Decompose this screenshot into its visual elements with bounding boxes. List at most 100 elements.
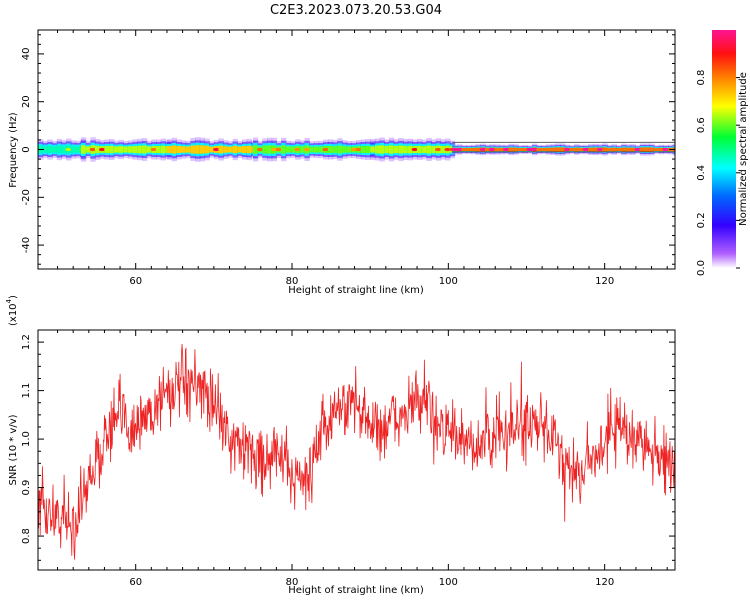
spectral-cell bbox=[616, 147, 622, 152]
spectral-cell bbox=[290, 146, 296, 153]
spectral-cell bbox=[485, 147, 491, 152]
spectral-cell bbox=[621, 147, 627, 152]
spectral-peak bbox=[150, 147, 157, 152]
spec-y-tick-label: -40 bbox=[21, 237, 32, 253]
spectral-cell bbox=[123, 146, 129, 153]
spec-y-tick-label: 40 bbox=[21, 48, 32, 61]
colorbar-tick-label: 0.0 bbox=[696, 260, 707, 276]
spectral-cell bbox=[337, 145, 343, 154]
spectral-cell bbox=[241, 145, 248, 154]
colorbar-ticks: 0.0 0.2 0.4 0.6 0.8 bbox=[696, 70, 740, 276]
snr-y-tick-label: 1.1 bbox=[21, 383, 32, 399]
spectral-cell bbox=[132, 145, 138, 154]
spectral-cell bbox=[607, 147, 613, 152]
snr-y-tick-label: 1.0 bbox=[21, 431, 32, 447]
spectral-cell bbox=[388, 145, 395, 154]
spectral-cell bbox=[611, 147, 617, 152]
spectral-cell bbox=[550, 147, 557, 152]
figure-title: C2E3.2023.073.20.53.G04 bbox=[270, 3, 442, 18]
spectral-cell bbox=[403, 145, 409, 154]
spectral-cell bbox=[384, 145, 390, 154]
spectral-cell bbox=[160, 145, 166, 154]
colorbar-label: Normalized spectral amplitude bbox=[738, 72, 749, 226]
spectral-cell bbox=[118, 146, 124, 153]
spectral-peak bbox=[479, 147, 486, 152]
spectral-peak bbox=[526, 147, 533, 152]
spectral-cell bbox=[104, 145, 110, 154]
spectral-cell bbox=[56, 145, 63, 154]
spectral-cell bbox=[546, 147, 552, 152]
snr-multiplier-base: (x10 bbox=[8, 303, 19, 326]
spectral-cell bbox=[398, 145, 404, 154]
spectral-peak bbox=[275, 147, 282, 152]
spectral-cell bbox=[592, 147, 599, 152]
spectral-cell bbox=[281, 145, 287, 154]
spectral-peak bbox=[256, 147, 264, 152]
spectral-cell bbox=[209, 146, 215, 153]
spectral-cell bbox=[649, 147, 655, 152]
spectral-cell bbox=[313, 146, 320, 153]
spectral-peak bbox=[563, 147, 571, 152]
spectral-cell bbox=[204, 145, 210, 154]
spectral-cell bbox=[541, 147, 547, 152]
spectral-cell bbox=[658, 147, 664, 152]
spectrogram-y-label: Frequency (Hz) bbox=[8, 112, 19, 188]
snr-x-tick-label: 120 bbox=[595, 577, 614, 588]
snr-x-tick-label: 60 bbox=[129, 577, 142, 588]
spectral-cell bbox=[471, 147, 477, 152]
spectral-cell bbox=[522, 147, 528, 152]
spectral-cell bbox=[252, 145, 259, 154]
spectral-peak bbox=[634, 147, 641, 152]
spectral-cell bbox=[299, 146, 306, 153]
colorbar: 0.0 0.2 0.4 0.6 0.8 Normalized spectral ampl… bbox=[696, 30, 749, 276]
spectral-cell bbox=[227, 146, 234, 153]
spec-y-tick-label: -20 bbox=[21, 189, 32, 205]
spectral-cell bbox=[47, 145, 53, 154]
spectral-peak bbox=[502, 147, 510, 152]
spectral-cell bbox=[342, 146, 348, 153]
spectral-peak bbox=[434, 147, 442, 152]
colorbar-tick-label: 0.2 bbox=[696, 212, 707, 228]
svg-text:(x104): (x104) bbox=[5, 295, 19, 326]
spectral-cell bbox=[578, 147, 585, 152]
snr-x-tick-label: 100 bbox=[439, 577, 458, 588]
spectral-cell bbox=[137, 145, 143, 154]
spectral-peak bbox=[322, 147, 329, 152]
snr-y-tick-label: 0.8 bbox=[21, 528, 32, 544]
spectral-band bbox=[38, 137, 675, 162]
spectral-peak bbox=[531, 147, 538, 152]
spectral-peak bbox=[582, 147, 590, 152]
spectral-cell bbox=[195, 145, 201, 154]
snr-y-tick-label: 0.9 bbox=[21, 480, 32, 496]
spectral-cell bbox=[95, 145, 101, 154]
spectral-peak bbox=[662, 147, 669, 152]
spectral-cell bbox=[237, 146, 243, 153]
spectral-cell bbox=[285, 146, 292, 153]
spectral-cell bbox=[156, 146, 162, 153]
spectral-cell bbox=[346, 146, 353, 153]
spectral-cell bbox=[431, 145, 437, 154]
spectral-peak bbox=[65, 147, 72, 152]
spectral-cell bbox=[113, 146, 120, 153]
colorbar-tick-label: 0.6 bbox=[696, 117, 707, 133]
spectral-cell bbox=[625, 147, 632, 152]
spectral-cell bbox=[166, 145, 173, 154]
spectral-peak bbox=[456, 147, 463, 152]
spectral-cell bbox=[185, 146, 192, 153]
snr-ticks: 60 80 100 120 0.8 0.9 1.0 1.1 1.2 bbox=[21, 330, 675, 588]
spectral-cell bbox=[555, 147, 561, 152]
spectral-cell bbox=[494, 147, 500, 152]
spectral-cell bbox=[52, 146, 58, 153]
spectral-cell bbox=[513, 147, 519, 152]
spectral-peak bbox=[488, 147, 496, 152]
spectral-cell bbox=[146, 146, 152, 153]
spectral-cell bbox=[574, 147, 580, 152]
spectral-peak bbox=[213, 147, 220, 152]
snr-multiplier-close: ) bbox=[8, 295, 19, 299]
snr-series-line bbox=[38, 343, 675, 560]
spectral-cell bbox=[370, 146, 376, 153]
snr-panel: 60 80 100 120 0.8 0.9 1.0 1.1 1.2 Height of stra… bbox=[5, 295, 676, 596]
spectral-cell bbox=[262, 145, 268, 154]
spectral-cell bbox=[393, 145, 399, 154]
